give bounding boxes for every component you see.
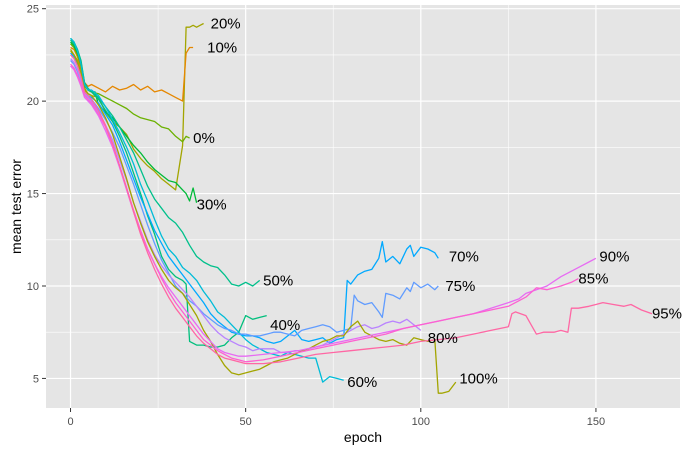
x-axis-ticks: 0 50 100 150 [67, 408, 605, 428]
series-lines [69, 22, 653, 394]
series-line [70, 65, 597, 357]
series-label: 70% [449, 248, 479, 265]
series-label: 95% [652, 306, 682, 323]
series-label: 85% [578, 271, 608, 288]
y-tick-label: 15 [27, 189, 39, 201]
series-label: 0% [193, 130, 215, 147]
x-tick-label: 50 [240, 416, 252, 428]
panel-background [46, 5, 680, 408]
series-label: 20% [211, 15, 241, 32]
series-line [70, 58, 422, 354]
series-label: 100% [459, 370, 497, 387]
x-axis-title: epoch [344, 429, 382, 445]
minor-gridlines [46, 5, 680, 408]
x-tick-label: 0 [67, 416, 73, 428]
series-line [70, 50, 457, 394]
x-tick-label: 100 [412, 416, 430, 428]
series-label: 75% [445, 278, 475, 295]
series-line [70, 52, 439, 344]
series-line [69, 22, 204, 191]
y-tick-label: 25 [27, 4, 39, 16]
series-labels: 20% 10% 0% 30% 50% 40% 60% 70% 75% 80% 100% 90% 85% 9… [193, 15, 682, 391]
series-label: 10% [207, 40, 237, 57]
series-label: 40% [270, 317, 300, 334]
series-line [70, 60, 439, 337]
x-tick-label: 150 [587, 416, 605, 428]
series-label: 30% [197, 197, 227, 214]
y-tick-label: 20 [27, 96, 39, 108]
y-tick-label: 10 [27, 281, 39, 293]
series-label: 80% [428, 330, 458, 347]
series-line [70, 37, 261, 287]
series-line [70, 54, 653, 365]
series-label: 50% [263, 272, 293, 289]
y-tick-label: 5 [33, 373, 39, 385]
y-axis-title: mean test error [8, 159, 24, 254]
y-axis-ticks: 5 10 15 20 25 [27, 4, 46, 385]
series-line [70, 63, 579, 363]
series-label: 60% [347, 374, 377, 391]
series-label: 90% [599, 248, 629, 265]
